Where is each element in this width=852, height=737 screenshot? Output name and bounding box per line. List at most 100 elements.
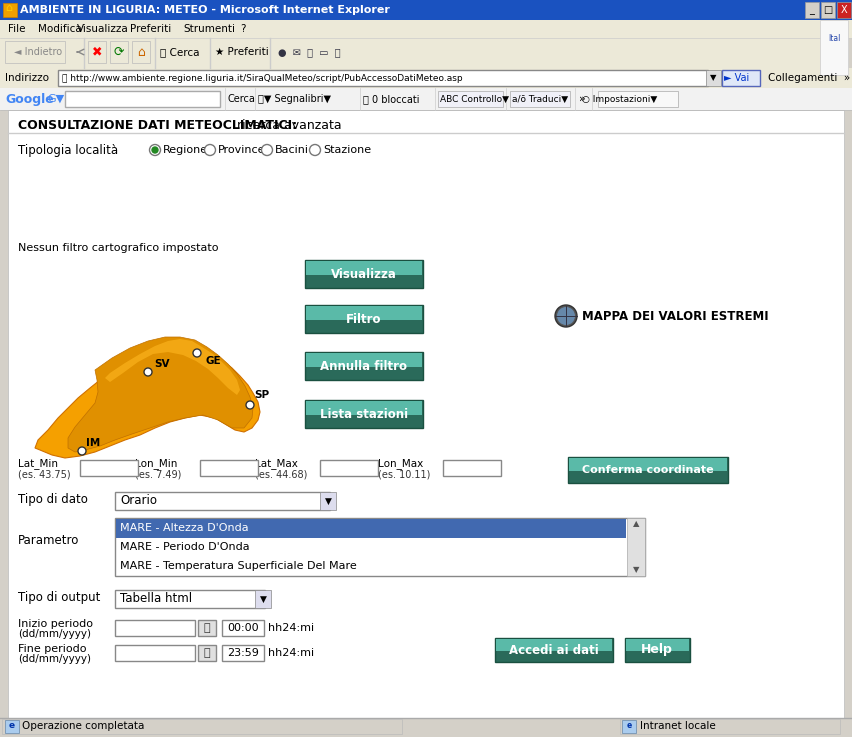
Text: e: e xyxy=(626,722,631,730)
Bar xyxy=(443,460,501,476)
Circle shape xyxy=(152,147,158,153)
Polygon shape xyxy=(68,337,253,452)
Text: 🔍 Cerca: 🔍 Cerca xyxy=(160,47,199,57)
Text: ★ Preferiti: ★ Preferiti xyxy=(215,47,268,57)
Bar xyxy=(198,645,216,661)
Bar xyxy=(88,41,106,63)
Text: 00:00: 00:00 xyxy=(227,623,259,633)
Circle shape xyxy=(555,305,577,327)
Bar xyxy=(116,519,626,538)
Bar xyxy=(222,645,264,661)
Bar xyxy=(200,460,258,476)
Bar xyxy=(620,719,840,734)
Text: MAPPA DEI VALORI ESTREMI: MAPPA DEI VALORI ESTREMI xyxy=(582,310,769,323)
Bar xyxy=(80,460,138,476)
Text: X: X xyxy=(841,5,847,15)
Text: IM: IM xyxy=(86,438,101,448)
Bar xyxy=(0,68,852,88)
Bar xyxy=(222,620,264,636)
Text: ⌂: ⌂ xyxy=(137,46,145,58)
Text: MARE - Periodo D'Onda: MARE - Periodo D'Onda xyxy=(120,542,250,552)
Bar xyxy=(305,260,423,288)
Bar xyxy=(805,2,819,18)
Bar xyxy=(0,38,848,68)
Bar xyxy=(305,305,423,333)
Text: Inizio periodo: Inizio periodo xyxy=(18,619,93,629)
Text: Tipologia località: Tipologia località xyxy=(18,144,118,156)
Bar xyxy=(115,645,195,661)
Text: Orario: Orario xyxy=(120,495,157,508)
Text: Bacini: Bacini xyxy=(275,145,309,155)
Bar xyxy=(2,719,402,734)
Circle shape xyxy=(78,447,86,455)
Bar xyxy=(837,2,851,18)
Text: (dd/mm/yyyy): (dd/mm/yyyy) xyxy=(18,654,91,664)
Text: G▼: G▼ xyxy=(47,94,64,104)
Bar xyxy=(115,620,195,636)
Text: MARE - Altezza D'Onda: MARE - Altezza D'Onda xyxy=(120,523,249,533)
Text: e: e xyxy=(9,722,15,730)
Text: □: □ xyxy=(823,5,832,15)
Text: Fine periodo: Fine periodo xyxy=(18,644,87,654)
Text: ▲: ▲ xyxy=(633,520,639,528)
Bar xyxy=(0,0,852,20)
Text: _: _ xyxy=(809,5,815,15)
Text: ricerca avanzata: ricerca avanzata xyxy=(233,119,342,131)
Text: ⌂: ⌂ xyxy=(5,3,12,13)
Text: Google: Google xyxy=(5,93,54,105)
Bar xyxy=(626,639,689,651)
Text: Collegamenti  »: Collegamenti » xyxy=(768,73,850,83)
Text: hh24:mi: hh24:mi xyxy=(268,623,314,633)
Text: ○ Impostazioni▼: ○ Impostazioni▼ xyxy=(583,94,658,103)
Text: (dd/mm/yyyy): (dd/mm/yyyy) xyxy=(18,629,91,639)
Text: SP: SP xyxy=(254,390,269,400)
Circle shape xyxy=(149,144,160,156)
Text: Nessun filtro cartografico impostato: Nessun filtro cartografico impostato xyxy=(18,243,218,253)
Text: (es. 7.49): (es. 7.49) xyxy=(135,469,181,479)
Circle shape xyxy=(204,144,216,156)
Bar xyxy=(306,306,422,320)
Text: ABC Controllo▼: ABC Controllo▼ xyxy=(440,94,509,103)
Text: Parametro: Parametro xyxy=(18,534,79,547)
Bar xyxy=(622,720,636,733)
Bar xyxy=(722,70,760,86)
Bar xyxy=(438,91,503,107)
Circle shape xyxy=(246,401,254,409)
Text: 🔖▼ Segnalibri▼: 🔖▼ Segnalibri▼ xyxy=(258,94,331,104)
Text: Lat_Max: Lat_Max xyxy=(255,458,298,469)
Text: Filtro: Filtro xyxy=(346,312,382,326)
Bar xyxy=(115,492,330,510)
Bar xyxy=(569,458,727,471)
Text: Lon_Max: Lon_Max xyxy=(378,458,423,469)
Circle shape xyxy=(262,144,273,156)
Bar xyxy=(65,91,220,107)
Text: Lon_Min: Lon_Min xyxy=(135,458,177,469)
Circle shape xyxy=(557,307,575,325)
Bar xyxy=(198,620,216,636)
Circle shape xyxy=(144,368,152,376)
Text: 🌐 http://www.ambiente.regione.liguria.it/SiraQualMeteo/script/PubAccessoDatiMete: 🌐 http://www.ambiente.regione.liguria.it… xyxy=(62,74,463,83)
Text: ▼: ▼ xyxy=(260,595,267,604)
Text: SV: SV xyxy=(154,359,170,369)
Text: ▼: ▼ xyxy=(710,74,717,83)
Text: Operazione completata: Operazione completata xyxy=(22,721,144,731)
Text: ⎙: ⎙ xyxy=(204,648,210,658)
Text: a/ō Traduci▼: a/ō Traduci▼ xyxy=(512,94,568,103)
Text: ▼: ▼ xyxy=(325,497,331,506)
Text: File: File xyxy=(8,24,26,34)
Text: (es. 10.11): (es. 10.11) xyxy=(378,469,430,479)
Bar xyxy=(5,41,65,63)
Text: GE: GE xyxy=(205,356,221,366)
Polygon shape xyxy=(35,340,260,458)
Text: Strumenti: Strumenti xyxy=(183,24,235,34)
Bar xyxy=(0,718,852,737)
Bar xyxy=(495,638,613,662)
Text: Stazione: Stazione xyxy=(323,145,371,155)
Bar xyxy=(821,2,835,18)
Circle shape xyxy=(309,144,320,156)
Text: 23:59: 23:59 xyxy=(227,648,259,658)
Text: »: » xyxy=(579,94,586,104)
Text: ⎙: ⎙ xyxy=(204,623,210,633)
Bar xyxy=(305,352,423,380)
Bar xyxy=(320,492,336,510)
